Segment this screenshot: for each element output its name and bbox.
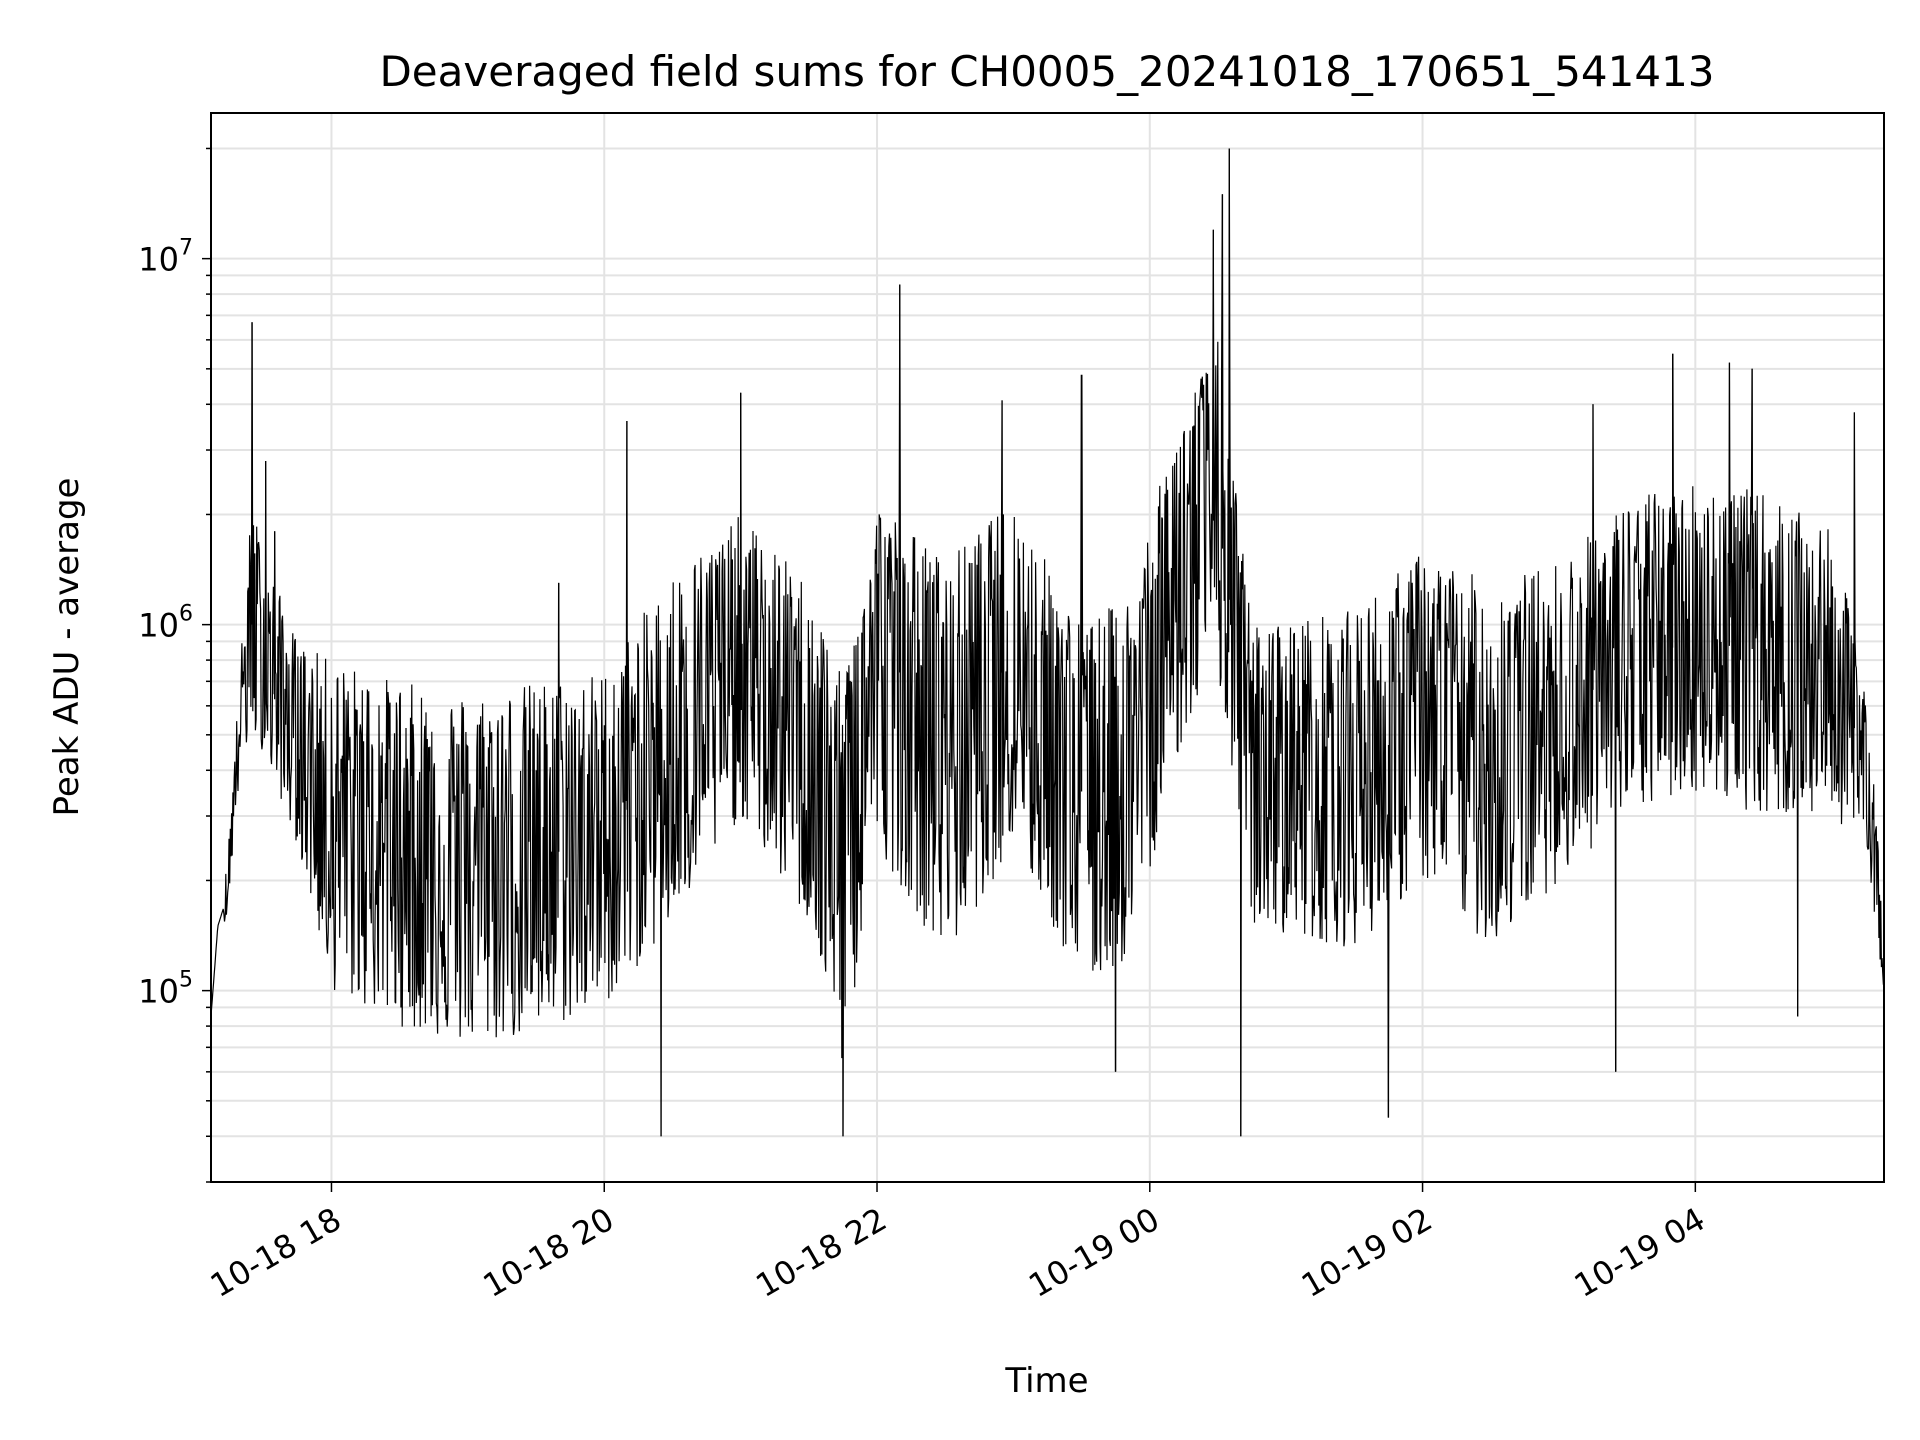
series-group bbox=[210, 148, 1885, 1137]
y-tick-exponent: 6 bbox=[179, 602, 193, 627]
series-line bbox=[210, 148, 1885, 1137]
y-tick-exponent: 7 bbox=[179, 236, 193, 261]
y-tick-label: 105 bbox=[138, 968, 193, 1011]
x-axis-label: Time bbox=[1004, 1361, 1088, 1401]
plot-frame bbox=[210, 112, 1885, 1183]
y-tick-base: 10 bbox=[138, 607, 179, 645]
y-axis-label: Peak ADU - average bbox=[47, 478, 87, 817]
y-tick-base: 10 bbox=[138, 973, 179, 1011]
y-tick-label: 107 bbox=[138, 236, 193, 279]
chart-title: Deaveraged field sums for CH0005_2024101… bbox=[379, 47, 1714, 96]
y-tick-label: 106 bbox=[138, 602, 193, 645]
y-tick-base: 10 bbox=[138, 241, 179, 279]
y-tick-exponent: 5 bbox=[179, 968, 193, 993]
